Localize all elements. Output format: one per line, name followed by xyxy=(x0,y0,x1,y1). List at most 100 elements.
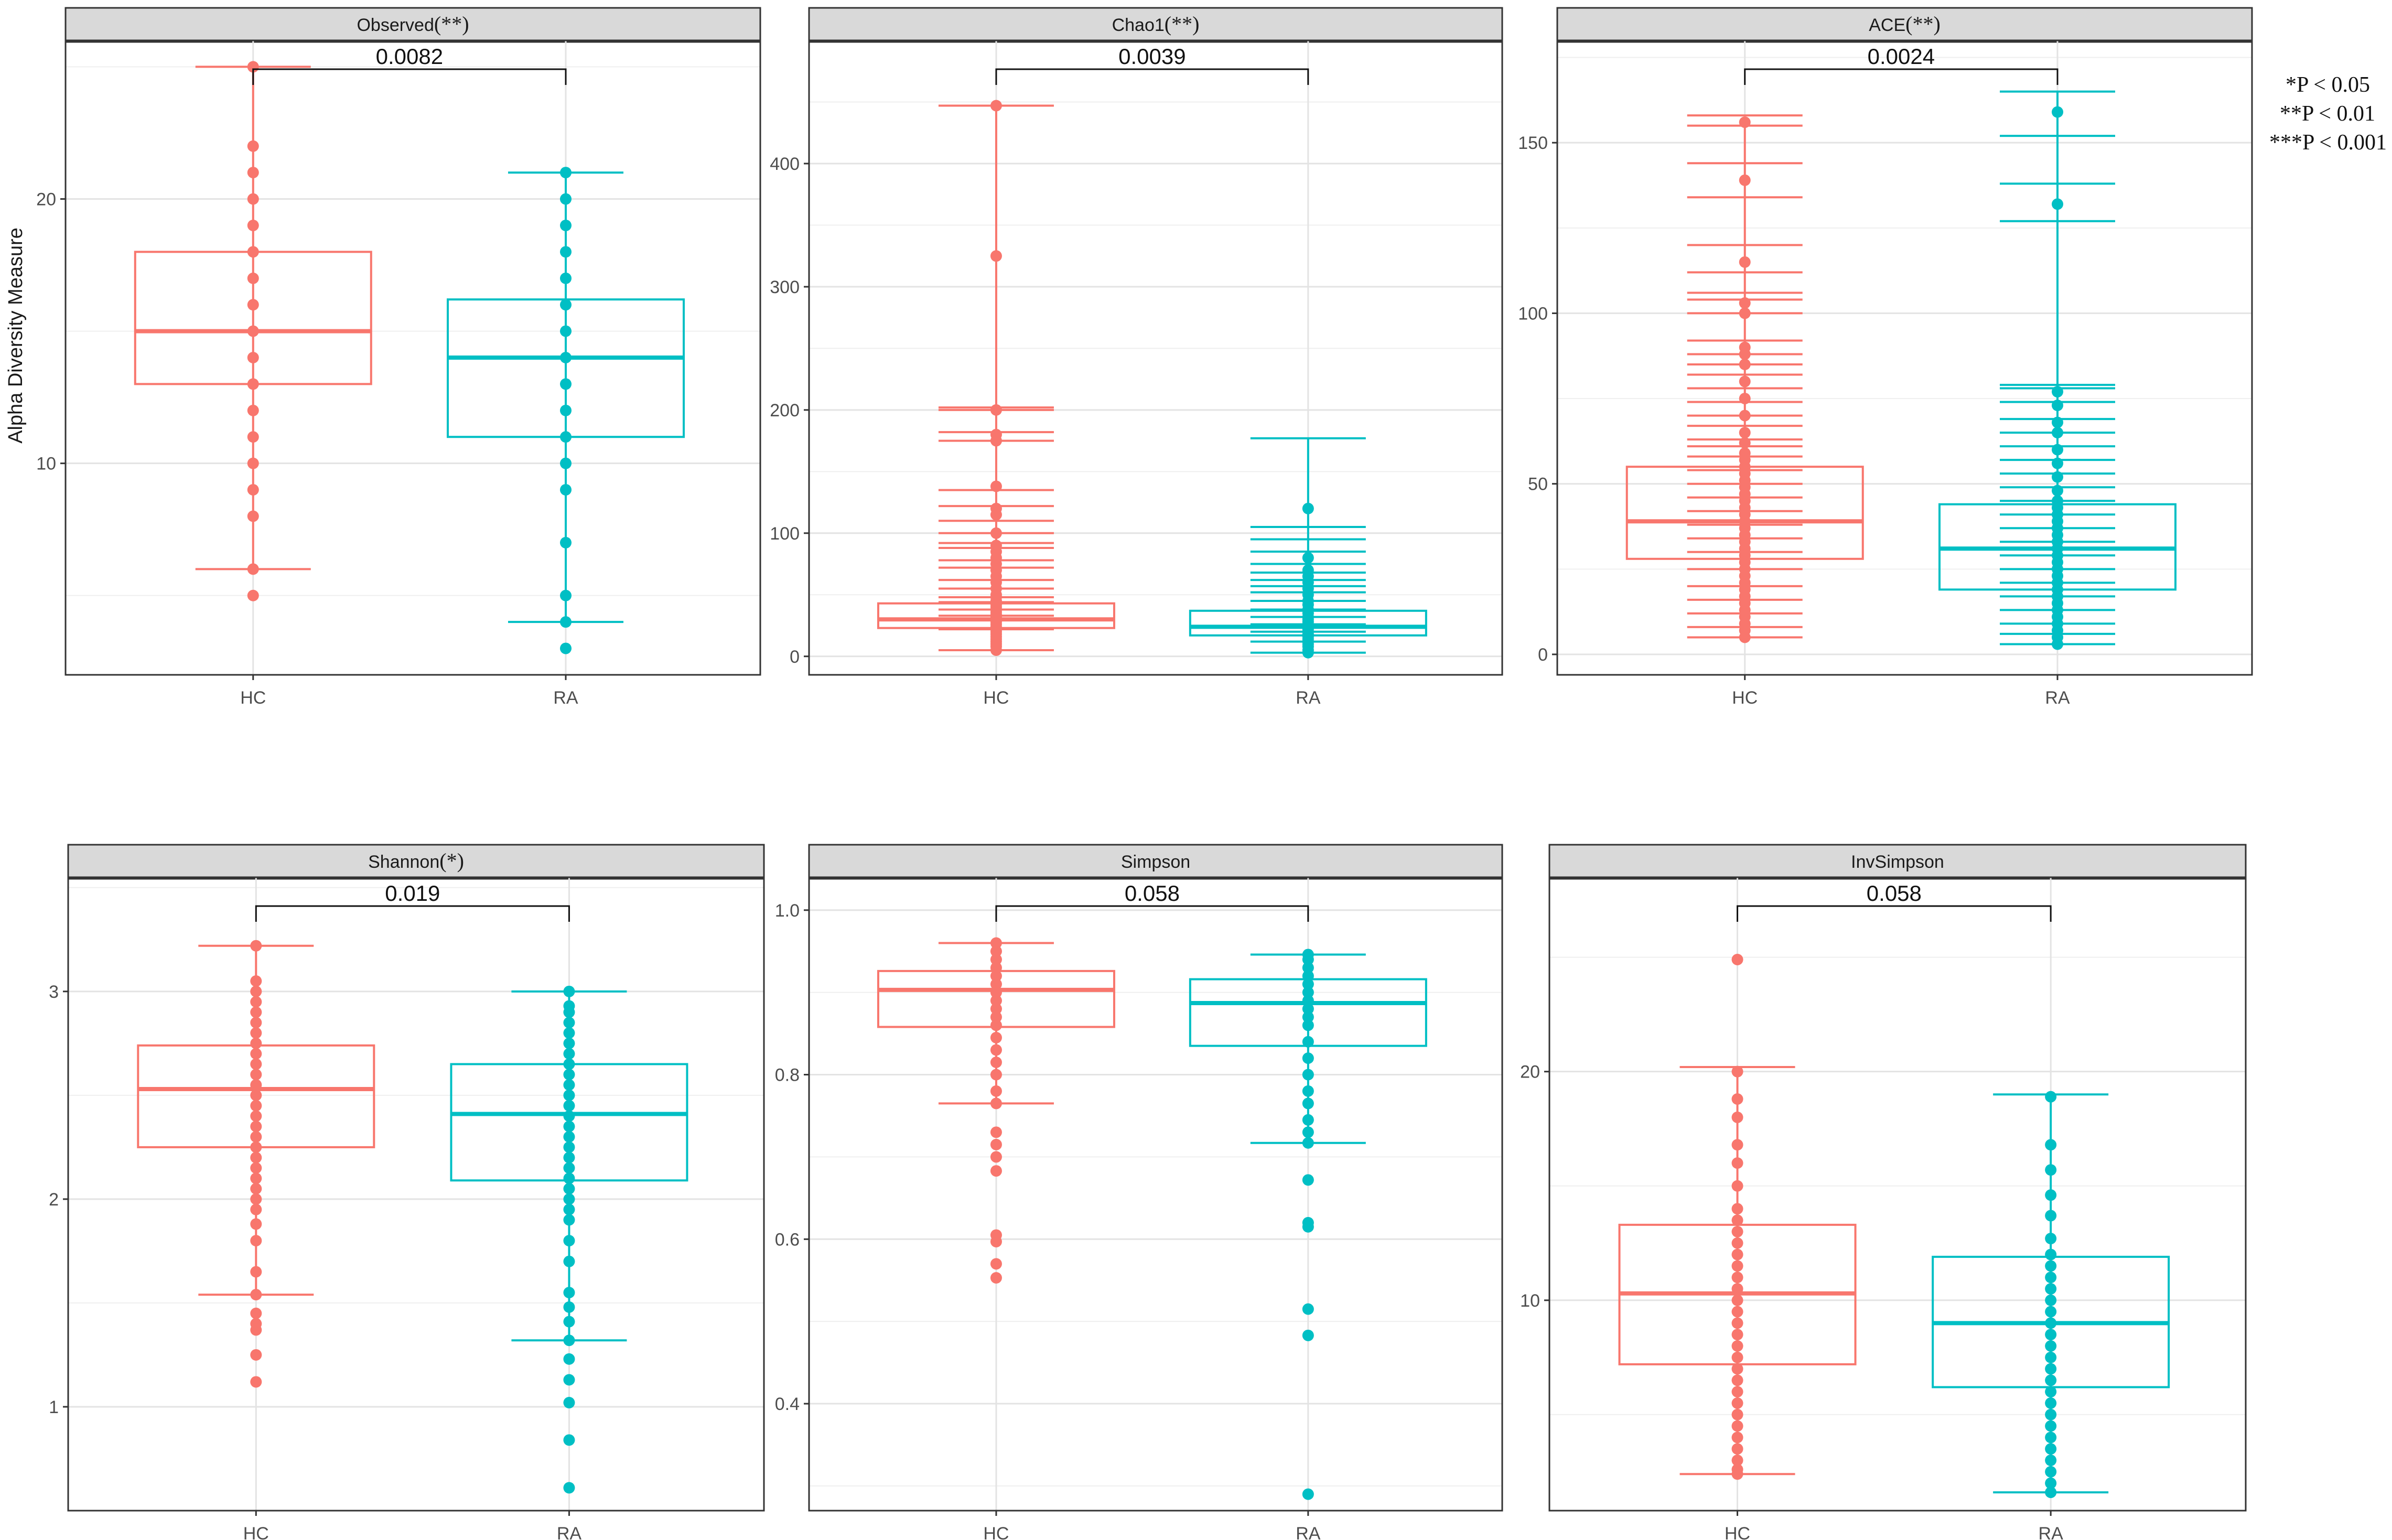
data-point xyxy=(1731,1203,1743,1215)
data-point xyxy=(990,100,1002,112)
data-point xyxy=(990,1151,1002,1163)
facet-significance: (**) xyxy=(434,12,469,36)
significance-bracket xyxy=(1744,68,2059,85)
data-point xyxy=(563,1353,575,1365)
y-tick-label: 2 xyxy=(49,1190,59,1210)
data-point xyxy=(2045,1487,2057,1499)
data-point xyxy=(250,1235,262,1247)
data-point xyxy=(563,1301,575,1313)
data-point xyxy=(2045,1091,2057,1103)
y-tick-label: 0 xyxy=(1538,645,1548,665)
data-point xyxy=(2045,1248,2057,1261)
facet-title: Simpson xyxy=(1121,852,1190,872)
data-point xyxy=(563,1017,575,1029)
significance-bracket xyxy=(255,905,570,922)
data-point xyxy=(2045,1420,2057,1432)
data-point xyxy=(250,1203,262,1215)
data-point xyxy=(1302,970,1314,982)
y-tick-label: 100 xyxy=(1518,304,1548,324)
data-point xyxy=(563,1110,575,1122)
data-point xyxy=(990,1229,1002,1241)
data-point xyxy=(1739,359,1751,371)
data-point xyxy=(1731,1248,1743,1261)
data-point xyxy=(990,1069,1002,1081)
data-point xyxy=(563,1434,575,1446)
data-point xyxy=(2045,1260,2057,1272)
data-point xyxy=(250,1218,262,1230)
data-point xyxy=(1731,1111,1743,1123)
data-point xyxy=(2045,1294,2057,1306)
significance-bracket xyxy=(995,905,1309,922)
panel-border xyxy=(808,876,1503,1512)
data-point xyxy=(990,986,1002,998)
data-point xyxy=(563,1203,575,1215)
data-point xyxy=(1302,552,1314,564)
data-point xyxy=(563,1287,575,1299)
data-point xyxy=(1302,1036,1314,1048)
data-point xyxy=(1302,1003,1314,1015)
data-point xyxy=(1731,953,1743,965)
box-hc xyxy=(137,940,375,1388)
data-point xyxy=(250,985,262,997)
x-tick-label: RA xyxy=(557,1524,582,1540)
data-point xyxy=(250,1172,262,1184)
box-ra xyxy=(1932,1091,2170,1499)
data-point xyxy=(2045,1386,2057,1398)
data-point xyxy=(1302,1126,1314,1138)
data-point xyxy=(247,563,259,575)
data-point xyxy=(1302,1097,1314,1110)
y-tick-label: 300 xyxy=(770,277,800,297)
data-point xyxy=(1302,564,1314,576)
data-point xyxy=(563,985,575,997)
p-value-label: 0.058 xyxy=(1125,881,1180,906)
data-point xyxy=(1302,978,1314,990)
data-point xyxy=(563,1058,575,1070)
data-point xyxy=(990,1085,1002,1097)
x-tick-label: HC xyxy=(983,1524,1009,1540)
data-point xyxy=(990,1165,1002,1177)
data-point xyxy=(990,937,1002,949)
p-value-label: 0.019 xyxy=(385,881,440,906)
y-tick-label: 100 xyxy=(770,524,800,544)
data-point xyxy=(990,1019,1002,1031)
data-point xyxy=(2052,386,2063,398)
data-point xyxy=(1739,307,1751,319)
facet-significance: (**) xyxy=(1165,12,1200,36)
y-tick-label: 0.8 xyxy=(775,1065,800,1085)
y-tick-label: 1.0 xyxy=(775,901,800,921)
data-point xyxy=(990,970,1002,982)
data-point xyxy=(563,1037,575,1049)
data-point xyxy=(1302,1114,1314,1126)
data-point xyxy=(2052,400,2063,412)
data-point xyxy=(1302,1019,1314,1031)
data-point xyxy=(2045,1272,2057,1284)
data-point xyxy=(1739,447,1751,459)
data-point xyxy=(1302,995,1314,1007)
data-point xyxy=(250,1289,262,1301)
panel-chao1: Chao1(**) 0 100 200 300 400 0.0039 HC RA xyxy=(770,7,1503,708)
facet-strip xyxy=(1556,7,2253,43)
data-point xyxy=(1731,1225,1743,1237)
facet-title-text: Observed xyxy=(357,15,434,35)
data-point xyxy=(2045,1306,2057,1318)
data-point xyxy=(1731,1329,1743,1341)
data-point xyxy=(250,996,262,1008)
data-point xyxy=(250,1110,262,1122)
data-point xyxy=(563,1151,575,1164)
legend-line-1: *P < 0.05 xyxy=(2286,73,2370,97)
facet-strip xyxy=(1548,844,2247,880)
data-point xyxy=(250,1100,262,1112)
data-point xyxy=(1302,1052,1314,1064)
box-hc xyxy=(877,100,1115,656)
x-tick-label: HC xyxy=(1732,688,1758,708)
data-point xyxy=(1739,375,1751,387)
data-point xyxy=(1731,1463,1743,1476)
significance-bracket xyxy=(995,68,1309,85)
data-point xyxy=(560,378,572,390)
data-point xyxy=(1739,297,1751,309)
data-point xyxy=(990,527,1002,539)
facet-title: Shannon(*) xyxy=(368,849,464,873)
data-point xyxy=(2052,471,2063,483)
